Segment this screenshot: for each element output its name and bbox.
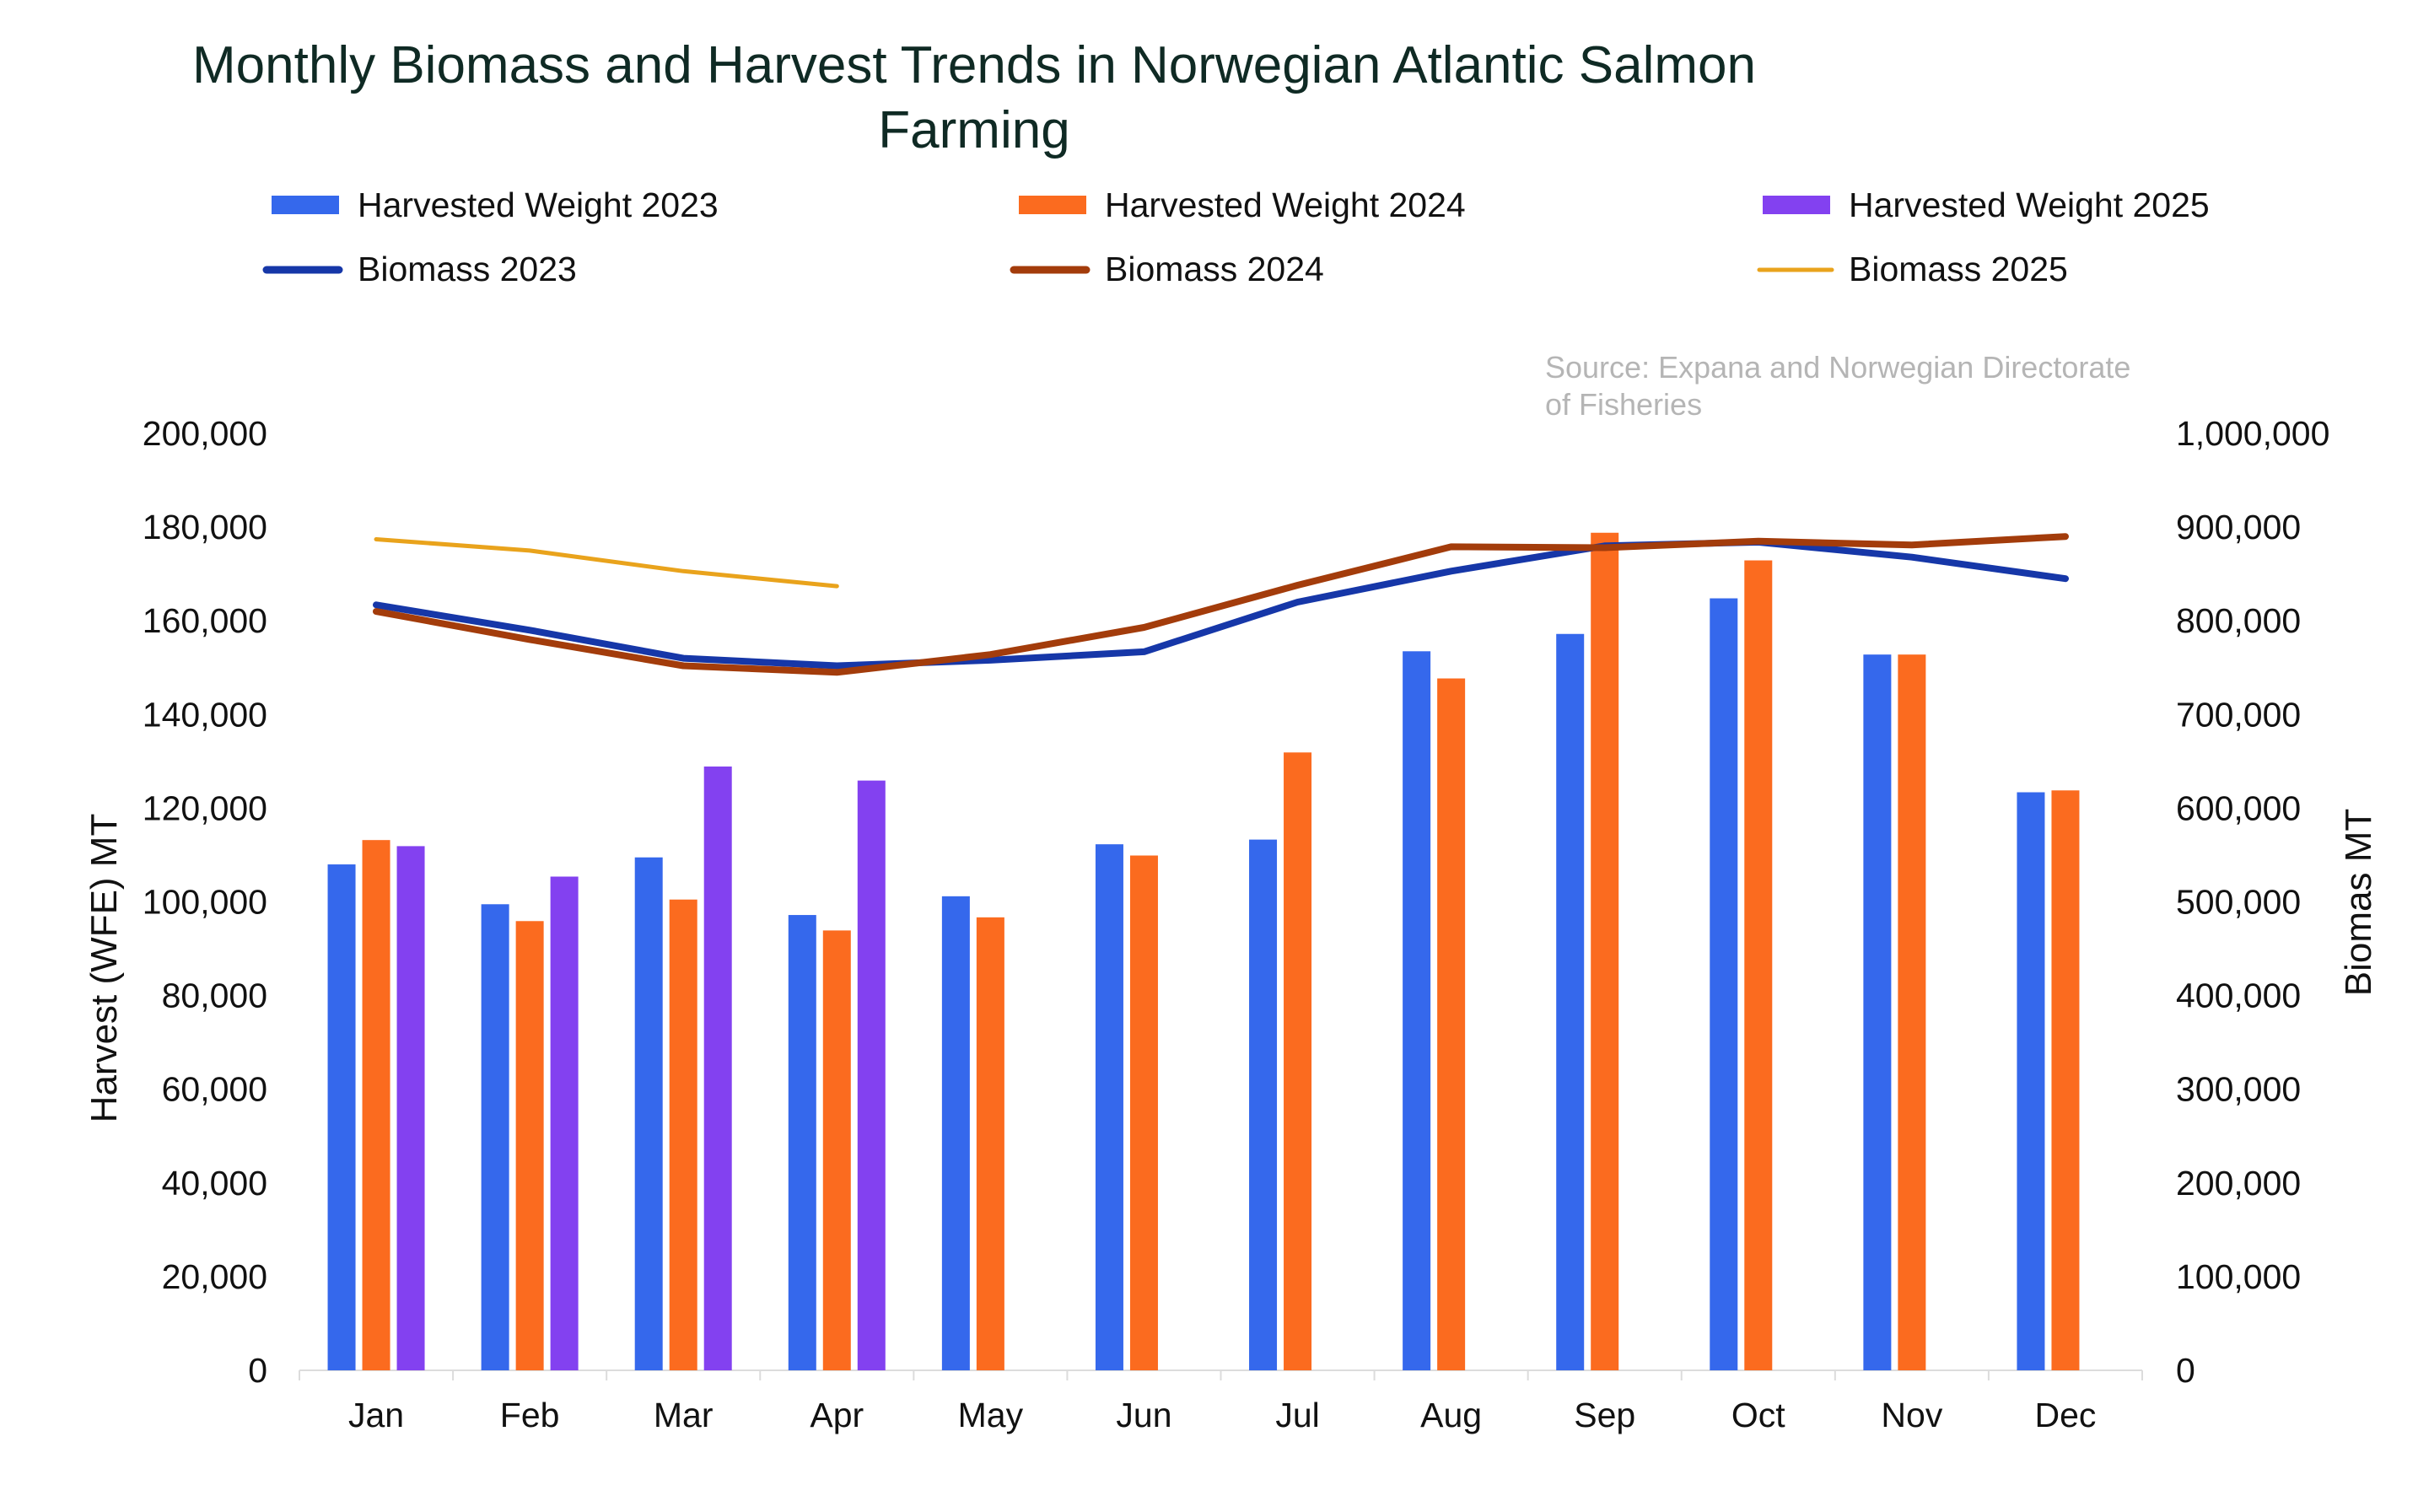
- legend-swatch-harvest-2023: [272, 196, 339, 214]
- y-tick-label: 100,000: [143, 883, 267, 922]
- bar-harvested-weight-2024-jun: [1129, 855, 1158, 1370]
- y-tick-label: 180,000: [143, 508, 267, 546]
- bar-harvested-weight-2023-sep: [1556, 633, 1585, 1370]
- legend-swatch-harvest-2025: [1763, 196, 1830, 214]
- x-tick-label-nov: Nov: [1881, 1396, 1942, 1434]
- bar-series: [327, 532, 2080, 1370]
- bar-harvested-weight-2024-aug: [1437, 678, 1466, 1370]
- y2-tick-label: 900,000: [2176, 508, 2301, 546]
- legend-label-biomass-2024: Biomass 2024: [1105, 250, 1324, 288]
- bar-harvested-weight-2024-may: [976, 917, 1004, 1370]
- y2-tick-label: 0: [2176, 1351, 2195, 1390]
- x-tick-label-feb: Feb: [500, 1396, 560, 1434]
- line-biomass-2025: [374, 537, 839, 589]
- bar-harvested-weight-2023-oct: [1710, 598, 1738, 1370]
- chart-title-line-2: Farming: [878, 101, 1069, 159]
- bar-harvested-weight-2025-mar: [703, 766, 732, 1370]
- bar-harvested-weight-2025-feb: [550, 876, 579, 1370]
- y2-tick-label: 100,000: [2176, 1257, 2301, 1296]
- y-tick-label: 200,000: [143, 414, 267, 453]
- x-tick-label-mar: Mar: [654, 1396, 714, 1434]
- x-tick-label-apr: Apr: [810, 1396, 864, 1434]
- x-tick-label-may: May: [958, 1396, 1024, 1434]
- bar-harvested-weight-2025-apr: [857, 780, 886, 1370]
- bar-harvested-weight-2024-oct: [1744, 560, 1773, 1370]
- x-tick-label-sep: Sep: [1574, 1396, 1635, 1434]
- y-tick-label: 120,000: [143, 788, 267, 827]
- y2-axis-ticks: 0 100,000 200,000 300,000 400,000 500,000 600,…: [2176, 414, 2329, 1390]
- bar-harvested-weight-2023-jun: [1095, 844, 1123, 1370]
- y-tick-label: 80,000: [162, 977, 267, 1015]
- bar-harvested-weight-2023-dec: [2017, 792, 2045, 1370]
- y-tick-label: 60,000: [162, 1070, 267, 1109]
- x-axis-ticks: Jan Feb Mar Apr May Jun Jul Aug Sep Oct Nov Dec: [299, 1370, 2143, 1434]
- bar-harvested-weight-2024-nov: [1898, 654, 1926, 1370]
- bar-harvested-weight-2024-feb: [515, 921, 544, 1370]
- y-tick-label: 40,000: [162, 1164, 267, 1203]
- bar-harvested-weight-2023-nov: [1863, 654, 1892, 1370]
- y2-tick-label: 500,000: [2176, 883, 2301, 922]
- bar-harvested-weight-2023-feb: [481, 904, 509, 1370]
- bar-harvested-weight-2024-jul: [1284, 752, 1312, 1370]
- x-tick-label-jan: Jan: [348, 1396, 404, 1434]
- x-tick-label-jun: Jun: [1116, 1396, 1171, 1434]
- chart-title-line-1: Monthly Biomass and Harvest Trends in No…: [192, 36, 1756, 94]
- x-tick-label-oct: Oct: [1731, 1396, 1785, 1434]
- line-biomass-2024: [373, 533, 2069, 676]
- legend-label-harvest-2023: Harvested Weight 2023: [358, 186, 719, 224]
- y2-tick-label: 600,000: [2176, 788, 2301, 827]
- bar-harvested-weight-2023-jul: [1249, 839, 1278, 1370]
- legend-label-harvest-2025: Harvested Weight 2025: [1849, 186, 2210, 224]
- y2-tick-label: 400,000: [2176, 977, 2301, 1015]
- x-tick-label-jul: Jul: [1275, 1396, 1319, 1434]
- legend-label-biomass-2023: Biomass 2023: [358, 250, 577, 288]
- bar-harvested-weight-2024-mar: [669, 899, 697, 1370]
- y2-tick-label: 200,000: [2176, 1164, 2301, 1203]
- legend: Harvested Weight 2023 Harvested Weight 2…: [262, 186, 2210, 288]
- y-tick-label: 160,000: [143, 601, 267, 640]
- x-tick-label-aug: Aug: [1420, 1396, 1482, 1434]
- line-series: [373, 533, 2069, 676]
- bar-harvested-weight-2023-mar: [634, 857, 663, 1370]
- source-note-line-2: of Fisheries: [1545, 387, 1702, 422]
- y2-tick-label: 800,000: [2176, 601, 2301, 640]
- y-axis-ticks: 0 20,000 40,000 60,000 80,000 100,000 120,000 1…: [143, 414, 267, 1390]
- y2-tick-label: 1,000,000: [2176, 414, 2329, 453]
- bar-harvested-weight-2024-jan: [362, 840, 390, 1370]
- bar-harvested-weight-2024-apr: [822, 930, 851, 1370]
- bar-harvested-weight-2023-may: [941, 896, 970, 1370]
- y2-tick-label: 300,000: [2176, 1070, 2301, 1109]
- y-tick-label: 0: [248, 1351, 267, 1390]
- y2-tick-label: 700,000: [2176, 695, 2301, 734]
- bar-harvested-weight-2025-jan: [396, 846, 425, 1370]
- y-tick-label: 20,000: [162, 1257, 267, 1296]
- bar-harvested-weight-2024-dec: [2051, 790, 2080, 1370]
- bar-harvested-weight-2024-sep: [1591, 532, 1619, 1370]
- legend-label-harvest-2024: Harvested Weight 2024: [1105, 186, 1466, 224]
- x-tick-label-dec: Dec: [2034, 1396, 2096, 1434]
- bar-harvested-weight-2023-aug: [1403, 651, 1431, 1370]
- y2-axis-title: Biomas MT: [2338, 809, 2379, 996]
- legend-label-biomass-2025: Biomass 2025: [1849, 250, 2068, 288]
- y-tick-label: 140,000: [143, 695, 267, 734]
- legend-swatch-harvest-2024: [1019, 196, 1086, 214]
- source-note-line-1: Source: Expana and Norwegian Directorate: [1545, 350, 2130, 385]
- y-axis-title: Harvest (WFE) MT: [83, 814, 125, 1123]
- bar-harvested-weight-2023-apr: [788, 915, 816, 1370]
- bar-harvested-weight-2023-jan: [327, 864, 356, 1370]
